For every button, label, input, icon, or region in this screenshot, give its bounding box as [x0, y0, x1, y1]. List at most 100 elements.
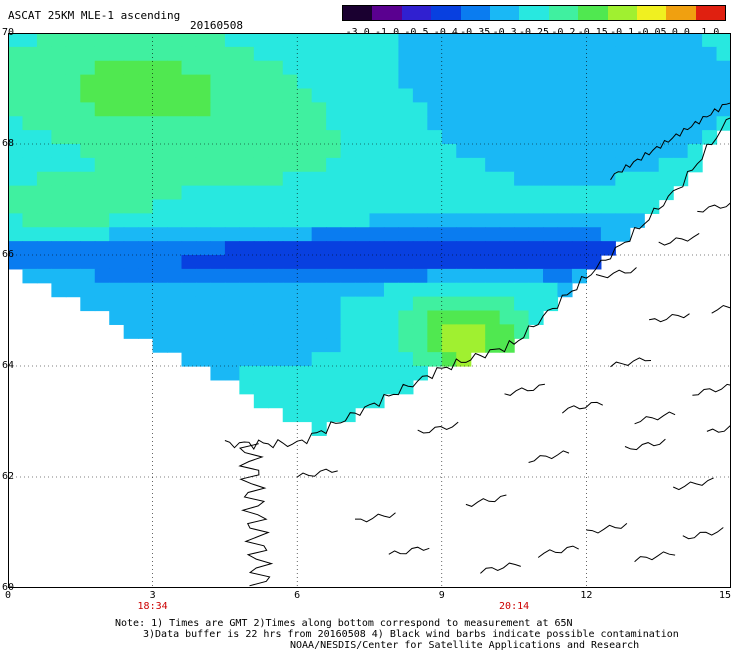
- wind-cell: [167, 144, 183, 159]
- wind-cell: [94, 88, 110, 103]
- wind-cell: [311, 268, 327, 284]
- wind-cell: [702, 60, 718, 76]
- wind-cell: [673, 130, 689, 145]
- wind-cell: [470, 33, 486, 48]
- wind-cell: [195, 33, 212, 48]
- wind-cell: [658, 60, 674, 76]
- wind-cell: [716, 74, 731, 90]
- wind-cell: [658, 157, 674, 173]
- wind-cell: [123, 46, 139, 62]
- wind-cell: [80, 171, 96, 187]
- wind-cell: [268, 227, 284, 242]
- wind-cell: [600, 171, 616, 187]
- wind-cell: [282, 282, 298, 298]
- wind-cell: [268, 102, 284, 117]
- latitude-label: 64: [2, 360, 15, 371]
- wind-cell: [152, 74, 168, 90]
- wind-cell: [412, 88, 428, 103]
- wind-cell: [499, 74, 515, 90]
- wind-cell: [268, 393, 284, 409]
- wind-cell: [615, 199, 631, 214]
- wind-cell: [398, 144, 414, 159]
- wind-cell: [297, 268, 313, 284]
- wind-cell: [181, 199, 197, 214]
- wind-cell: [138, 116, 154, 131]
- wind-cell: [369, 338, 385, 353]
- latitude-label: 70: [2, 27, 15, 38]
- wind-cell: [340, 352, 356, 367]
- wind-cell: [51, 157, 67, 173]
- wind-cell: [615, 60, 631, 76]
- wind-cell: [485, 102, 501, 117]
- wind-cell: [253, 46, 269, 62]
- wind-cell: [571, 116, 587, 131]
- wind-cell: [340, 130, 356, 145]
- color-scale-label: 1.0: [701, 27, 720, 38]
- wind-cell: [22, 227, 38, 242]
- latitude-label: 66: [2, 249, 15, 260]
- wind-cell: [195, 338, 212, 353]
- wind-cell: [282, 157, 298, 173]
- wind-cell: [152, 116, 168, 131]
- wind-cell: [514, 102, 530, 117]
- wind-cell: [109, 199, 125, 214]
- color-scale-swatch: [431, 6, 461, 20]
- wind-cell: [673, 33, 689, 48]
- wind-cell: [499, 268, 515, 284]
- wind-cell: [383, 46, 400, 62]
- wind-cell: [8, 227, 24, 242]
- wind-cell: [398, 88, 414, 103]
- wind-cell: [138, 227, 154, 242]
- wind-cell: [138, 296, 154, 312]
- wind-cell: [412, 255, 428, 270]
- wind-cell: [22, 33, 38, 48]
- wind-cell: [412, 157, 428, 173]
- wind-cell: [398, 46, 414, 62]
- wind-cell: [600, 241, 616, 256]
- wind-cell: [528, 88, 544, 103]
- wind-cell: [398, 310, 414, 325]
- wind-cell: [600, 46, 616, 62]
- wind-cell: [369, 185, 385, 201]
- wind-cell: [369, 366, 385, 381]
- wind-cell: [398, 255, 414, 270]
- wind-cell: [383, 227, 400, 242]
- wind-cell: [94, 227, 110, 242]
- wind-cell: [543, 74, 559, 90]
- wind-cell: [22, 268, 38, 284]
- wind-cell: [297, 366, 313, 381]
- wind-cell: [427, 241, 443, 256]
- wind-cell: [36, 185, 52, 201]
- wind-cell: [167, 310, 183, 325]
- wind-cell: [51, 74, 67, 90]
- wind-cell: [51, 88, 67, 103]
- wind-map: [8, 33, 731, 588]
- wind-cell: [499, 185, 515, 201]
- wind-cell: [94, 255, 110, 270]
- wind-cell: [138, 102, 154, 117]
- wind-cell: [499, 46, 515, 62]
- wind-cell: [253, 282, 269, 298]
- wind-cell: [195, 46, 212, 62]
- color-scale-label: -0.4: [433, 27, 458, 38]
- wind-cell: [557, 88, 573, 103]
- wind-cell: [138, 282, 154, 298]
- wind-cell: [210, 310, 226, 325]
- wind-cell: [383, 338, 400, 353]
- wind-cell: [557, 33, 573, 48]
- wind-cell: [65, 213, 81, 228]
- wind-cell: [441, 46, 457, 62]
- wind-cell: [239, 33, 255, 48]
- wind-cell: [224, 213, 240, 228]
- wind-cell: [138, 130, 154, 145]
- wind-cell: [499, 60, 515, 76]
- wind-cell: [22, 60, 38, 76]
- wind-cell: [571, 130, 587, 145]
- wind-cell: [398, 157, 414, 173]
- wind-cell: [239, 310, 255, 325]
- wind-cell: [224, 324, 240, 339]
- wind-cell: [543, 144, 559, 159]
- wind-cell: [383, 255, 400, 270]
- wind-cell: [485, 255, 501, 270]
- wind-cell: [441, 338, 457, 353]
